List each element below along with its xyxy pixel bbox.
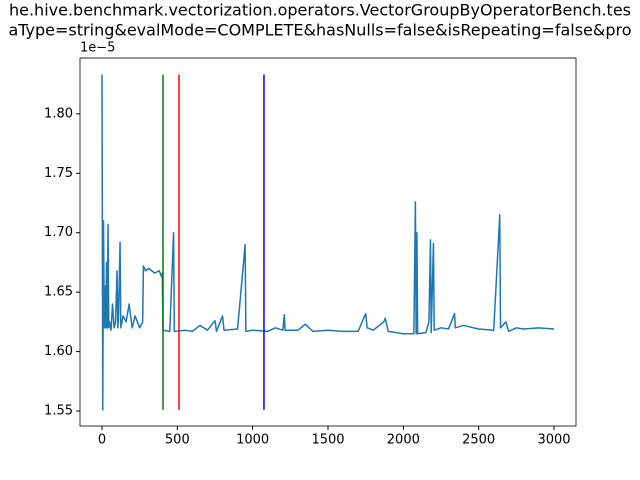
- data-line: [101, 74, 555, 411]
- y-tick-label: 1.75: [44, 166, 73, 181]
- offset-label: 1e−5: [80, 41, 115, 56]
- x-tick-label: 500: [165, 433, 190, 448]
- x-tick-label: 1500: [311, 433, 344, 448]
- y-tick-label: 1.70: [44, 225, 73, 240]
- x-tick-label: 1000: [236, 433, 269, 448]
- x-tick-label: 2000: [387, 433, 420, 448]
- x-tick-label: 0: [98, 433, 106, 448]
- plot-frame: [79, 57, 577, 427]
- chart-title: he.hive.benchmark.vectorization.operator…: [9, 1, 631, 20]
- y-tick-label: 1.60: [44, 344, 73, 359]
- x-tick-label: 3000: [537, 433, 570, 448]
- y-tick-label: 1.55: [44, 404, 73, 419]
- y-tick-label: 1.80: [44, 106, 73, 121]
- y-tick-label: 1.65: [44, 285, 73, 300]
- chart-title: aType=string&evalMode=COMPLETE&hasNulls=…: [8, 21, 631, 40]
- x-tick-label: 2500: [462, 433, 495, 448]
